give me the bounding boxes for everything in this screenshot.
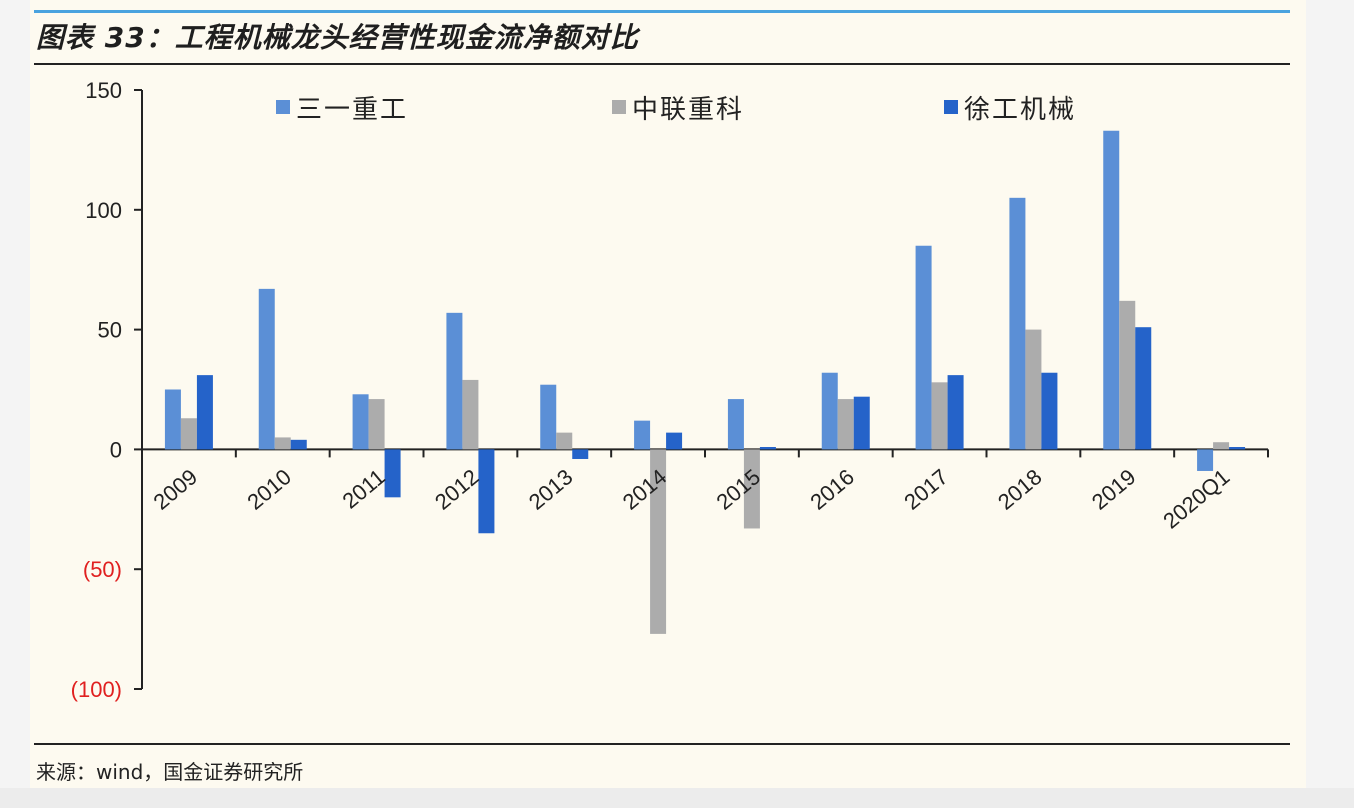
- bar-徐工机械-2014: [666, 432, 683, 450]
- x-tick-label: 2019: [1087, 464, 1141, 515]
- bar-三一重工-2009: [164, 389, 181, 450]
- bar-中联重科-2014: [650, 449, 667, 634]
- bar-中联重科-2009: [180, 418, 197, 450]
- legend-label-三一重工: 三一重工: [296, 95, 408, 125]
- bar-三一重工-2015: [727, 399, 744, 450]
- source-note: 来源：wind，国金证券研究所: [36, 760, 304, 784]
- y-tick-label: 0: [110, 437, 122, 462]
- bar-三一重工-2013: [540, 384, 557, 450]
- x-tick-label: 2010: [242, 464, 296, 515]
- bar-三一重工-2020Q1: [1197, 449, 1214, 471]
- legend: 三一重工 中联重科 徐工机械: [276, 95, 1076, 125]
- bar-三一重工-2012: [446, 312, 463, 450]
- bar-徐工机械-2018: [1041, 372, 1058, 450]
- bar-中联重科-2017: [931, 382, 948, 450]
- bar-中联重科-2015: [743, 449, 760, 529]
- bar-徐工机械-2015: [759, 447, 776, 450]
- x-tick-label: 2009: [149, 464, 203, 515]
- bar-中联重科-2020Q1: [1213, 442, 1230, 450]
- bar-中联重科-2013: [556, 432, 573, 450]
- legend-swatch-三一重工: [276, 100, 290, 114]
- y-tick-label: 150: [85, 78, 122, 103]
- chart-title: 图表 33：工程机械龙头经营性现金流净额对比: [36, 21, 639, 54]
- legend-swatch-徐工机械: [944, 100, 958, 114]
- y-tick-labels: 150 100 50 0 (50) (100): [71, 78, 122, 702]
- bar-徐工机械-2019: [1135, 327, 1152, 450]
- bar-三一重工-2011: [352, 394, 369, 450]
- bar-三一重工-2016: [821, 372, 838, 450]
- legend-swatch-中联重科: [612, 100, 626, 114]
- bar-中联重科-2011: [368, 399, 385, 450]
- axes: [134, 89, 1269, 690]
- bar-徐工机械-2017: [947, 375, 964, 450]
- bar-三一重工-2018: [1009, 197, 1026, 450]
- bar-中联重科-2012: [462, 379, 479, 450]
- bar-中联重科-2010: [274, 437, 291, 450]
- bottom-rule: [34, 743, 1290, 745]
- x-tick-label: 2016: [805, 464, 859, 515]
- bar-中联重科-2016: [837, 399, 854, 450]
- x-tick-label: 2013: [524, 464, 578, 515]
- x-tick-label: 2018: [993, 464, 1047, 515]
- page-bottom-strip: [0, 788, 1354, 808]
- bar-徐工机械-2012: [478, 449, 495, 534]
- bar-徐工机械-2013: [572, 449, 589, 459]
- top-rule: [34, 10, 1290, 13]
- legend-label-徐工机械: 徐工机械: [964, 95, 1076, 125]
- bar-三一重工-2019: [1103, 130, 1120, 450]
- x-tick-label: 2011: [337, 464, 389, 514]
- bar-三一重工-2010: [258, 288, 275, 450]
- y-tick-label: (100): [71, 677, 122, 702]
- x-tick-labels: 2009 2010 2011 2012 2013 2014 2015 2016 2017 2018…: [149, 464, 1235, 533]
- bar-徐工机械-2011: [384, 449, 401, 498]
- chart-panel: [30, 0, 1306, 788]
- bar-徐工机械-2009: [196, 375, 213, 450]
- title-rule: [34, 63, 1290, 65]
- bar-三一重工-2014: [634, 420, 651, 450]
- x-tick-label: 2020Q1: [1158, 464, 1234, 533]
- bar-中联重科-2019: [1119, 300, 1136, 450]
- bars: [164, 130, 1246, 634]
- x-tick-label: 2012: [430, 464, 484, 515]
- y-tick-label: 100: [85, 198, 122, 223]
- bar-三一重工-2017: [915, 245, 932, 450]
- bar-徐工机械-2010: [290, 439, 307, 450]
- bar-中联重科-2018: [1025, 329, 1042, 450]
- bar-徐工机械-2016: [853, 396, 870, 450]
- x-tick-label: 2017: [899, 464, 953, 515]
- legend-label-中联重科: 中联重科: [632, 95, 744, 125]
- y-tick-label: (50): [83, 557, 122, 582]
- y-tick-label: 50: [98, 318, 122, 343]
- bar-徐工机械-2020Q1: [1229, 447, 1246, 450]
